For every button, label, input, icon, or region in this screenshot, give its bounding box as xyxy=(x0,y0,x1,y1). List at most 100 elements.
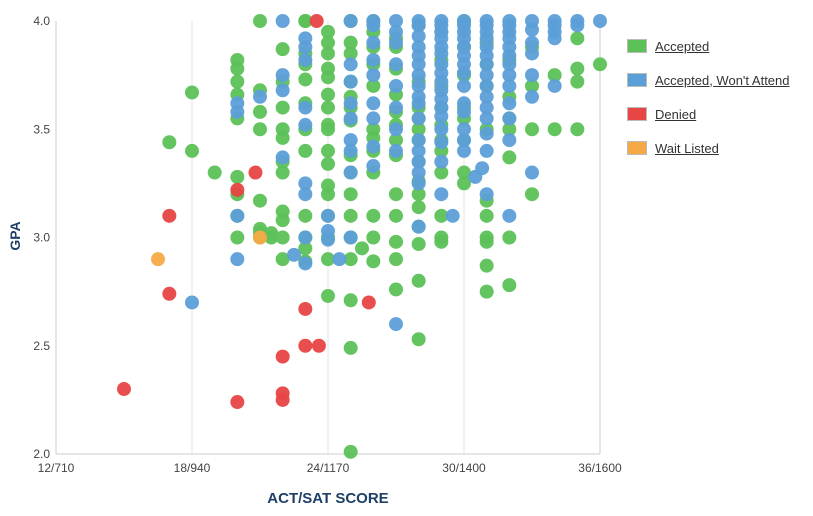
point-accepted xyxy=(253,122,267,137)
point-accepted-won-t-attend xyxy=(547,78,562,93)
point-accepted-won-t-attend xyxy=(366,18,381,33)
point-accepted-won-t-attend xyxy=(434,122,449,137)
point-accepted-won-t-attend xyxy=(275,83,290,98)
point-accepted xyxy=(547,122,562,137)
point-accepted-won-t-attend xyxy=(366,52,381,67)
point-denied xyxy=(298,338,313,353)
point-denied xyxy=(311,338,326,353)
point-accepted xyxy=(525,187,539,202)
point-accepted-won-t-attend xyxy=(298,117,313,132)
point-accepted-won-t-attend xyxy=(479,126,494,141)
y-tick-label: 3.5 xyxy=(33,122,50,136)
point-accepted xyxy=(366,208,381,223)
point-accepted-won-t-attend xyxy=(343,165,358,180)
point-accepted xyxy=(298,14,313,28)
point-wait-listed xyxy=(253,230,267,245)
point-accepted xyxy=(253,14,267,28)
point-accepted-won-t-attend xyxy=(332,252,347,267)
legend-item-accepted[interactable]: Accepted xyxy=(627,36,790,56)
point-accepted xyxy=(253,193,267,208)
point-accepted xyxy=(343,444,358,459)
point-accepted-won-t-attend xyxy=(298,256,313,271)
point-accepted xyxy=(479,234,494,249)
point-accepted-won-t-attend xyxy=(343,57,358,72)
point-accepted-won-t-attend xyxy=(321,208,335,223)
point-accepted-won-t-attend xyxy=(411,165,426,180)
point-accepted-won-t-attend xyxy=(502,111,517,126)
point-accepted-won-t-attend xyxy=(479,111,494,126)
x-tick-labels: 12/710 18/940 24/1170 30/1400 36/1600 xyxy=(38,461,622,475)
legend-item-accepted-wont-attend[interactable]: Accepted, Won't Attend xyxy=(627,70,790,90)
point-accepted-won-t-attend xyxy=(479,89,494,104)
point-accepted xyxy=(343,208,358,223)
point-accepted xyxy=(343,340,358,355)
point-accepted xyxy=(411,236,426,251)
point-accepted xyxy=(275,213,290,228)
point-accepted-won-t-attend xyxy=(366,35,381,50)
point-accepted-won-t-attend xyxy=(366,139,381,154)
y-tick-labels: 2.0 2.5 3.0 3.5 4.0 xyxy=(33,14,50,461)
plot-area xyxy=(55,21,601,455)
point-denied xyxy=(162,286,177,301)
point-accepted xyxy=(411,273,426,288)
point-accepted xyxy=(570,74,585,89)
point-accepted-won-t-attend xyxy=(343,74,358,89)
point-accepted xyxy=(389,252,403,267)
point-accepted xyxy=(502,150,517,165)
point-accepted xyxy=(185,143,199,158)
point-accepted xyxy=(366,78,381,93)
point-accepted xyxy=(570,31,585,46)
point-denied xyxy=(230,395,245,410)
point-accepted-won-t-attend xyxy=(298,176,313,191)
x-tick-label: 24/1170 xyxy=(307,461,350,475)
point-accepted xyxy=(343,293,358,308)
legend-item-denied[interactable]: Denied xyxy=(627,104,790,124)
point-accepted xyxy=(298,72,313,87)
x-tick-label: 18/940 xyxy=(174,461,211,475)
point-accepted xyxy=(411,332,426,347)
point-accepted-won-t-attend xyxy=(287,247,301,262)
point-accepted xyxy=(479,208,494,223)
point-accepted-won-t-attend xyxy=(366,111,381,126)
point-accepted xyxy=(321,252,335,267)
legend-swatch xyxy=(627,73,647,87)
point-accepted-won-t-attend xyxy=(298,52,313,67)
point-accepted xyxy=(593,57,607,72)
y-tick-label: 2.0 xyxy=(33,447,50,461)
legend-item-wait-listed[interactable]: Wait Listed xyxy=(627,138,790,158)
point-accepted xyxy=(321,143,335,158)
point-accepted-won-t-attend xyxy=(298,230,313,245)
point-accepted xyxy=(298,208,313,223)
point-accepted-won-t-attend xyxy=(275,68,290,83)
point-accepted xyxy=(321,70,335,85)
point-accepted-won-t-attend xyxy=(411,111,426,126)
point-accepted xyxy=(547,68,562,83)
point-denied xyxy=(117,382,131,397)
point-accepted xyxy=(321,156,335,171)
point-accepted xyxy=(321,288,335,303)
point-accepted xyxy=(162,135,177,150)
point-accepted xyxy=(389,282,403,297)
point-accepted xyxy=(321,87,335,102)
point-accepted-won-t-attend xyxy=(525,22,539,37)
point-accepted-won-t-attend xyxy=(411,219,426,234)
point-accepted-won-t-attend xyxy=(389,317,403,332)
legend-swatch xyxy=(627,107,647,121)
point-accepted-won-t-attend xyxy=(457,133,471,148)
point-denied xyxy=(309,14,324,28)
point-accepted xyxy=(275,230,290,245)
point-accepted-won-t-attend xyxy=(502,78,517,93)
point-accepted-won-t-attend xyxy=(389,57,403,72)
point-accepted xyxy=(321,100,335,115)
point-denied xyxy=(361,295,376,310)
point-accepted-won-t-attend xyxy=(230,208,245,223)
point-accepted-won-t-attend xyxy=(434,187,449,202)
point-accepted-won-t-attend xyxy=(411,57,426,72)
point-accepted-won-t-attend xyxy=(475,161,490,176)
point-accepted xyxy=(321,187,335,202)
point-accepted xyxy=(275,252,290,267)
point-accepted-won-t-attend xyxy=(343,14,358,28)
point-accepted-won-t-attend xyxy=(457,104,471,119)
y-tick-label: 4.0 xyxy=(33,14,50,28)
data-points xyxy=(117,14,607,459)
